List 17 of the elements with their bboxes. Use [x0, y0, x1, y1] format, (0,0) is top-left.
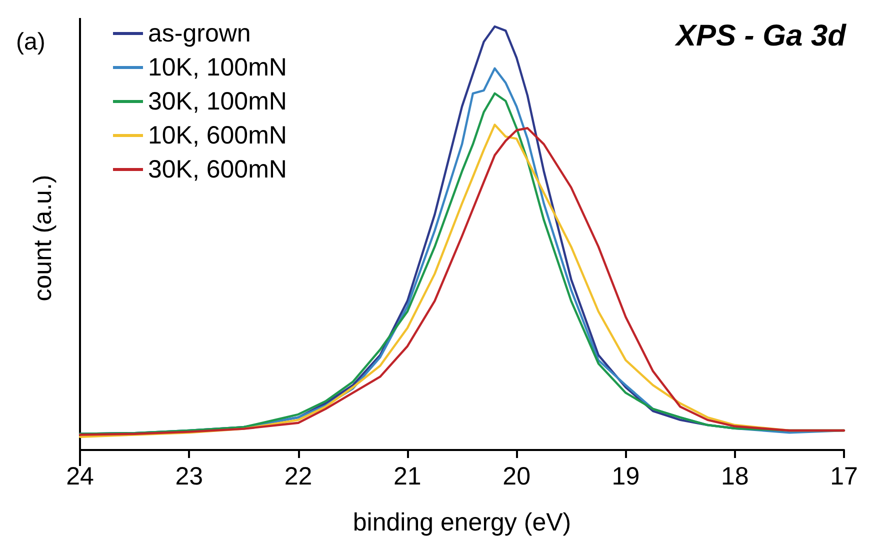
x-tick-label: 20: [502, 462, 530, 490]
legend-label: 10K, 600mN: [148, 122, 287, 150]
x-tick-label: 17: [830, 462, 858, 490]
x-tick-label: 24: [66, 462, 94, 490]
x-tick-label: 22: [284, 462, 312, 490]
x-axis-title: binding energy (eV): [352, 508, 572, 536]
x-tick-label: 23: [175, 462, 204, 490]
text: (a): [16, 28, 46, 56]
x-tick-label: 19: [612, 462, 640, 490]
legend-label: as-grown: [148, 20, 251, 48]
chart-title: XPS - Ga 3d: [674, 20, 847, 52]
x-tick-label: 21: [394, 462, 422, 490]
legend-label: 30K, 600mN: [148, 156, 287, 184]
x-tick-label: 18: [720, 462, 749, 490]
y-axis-title: count (a.u.): [29, 174, 57, 302]
legend-label: 30K, 100mN: [148, 88, 287, 116]
legend-label: 10K, 100mN: [148, 54, 287, 82]
